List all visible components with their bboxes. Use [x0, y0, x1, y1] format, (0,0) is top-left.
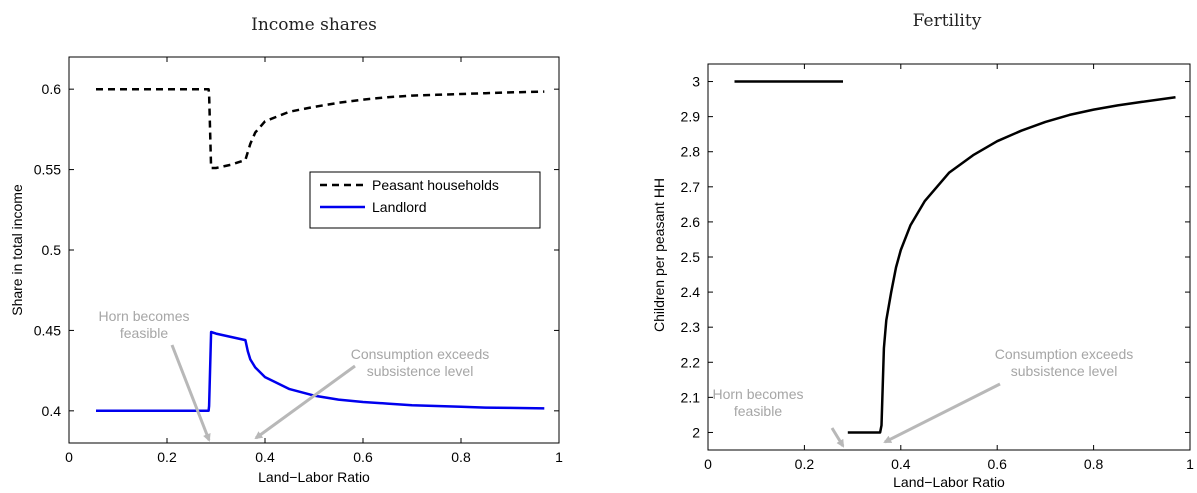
annotation-horn-line1: Horn becomes [712, 386, 803, 402]
annotation-consumption-line2: subsistence level [1011, 363, 1118, 379]
annotation-consumption-arrow [254, 364, 356, 440]
y-tick-label: 0.4 [42, 403, 62, 419]
legend: Peasant households Landlord [309, 171, 541, 229]
x-axis-label: Land−Labor Ratio [258, 469, 370, 485]
y-tick-label: 0.55 [34, 162, 61, 178]
legend-label-peasant: Peasant households [372, 177, 499, 193]
y-tick-label: 2.1 [681, 389, 701, 405]
y-tick-label: 2 [692, 424, 700, 440]
y-tick-label: 2.4 [681, 284, 701, 300]
x-tick-label: 0.2 [795, 456, 815, 472]
annotation-horn-line1: Horn becomes [98, 308, 189, 324]
x-tick-label: 1 [555, 449, 563, 465]
x-axis-label: Land−Labor Ratio [893, 474, 1005, 490]
annotation-horn-arrow [830, 427, 845, 448]
y-tick-label: 3 [692, 74, 700, 90]
annotation-horn: Horn becomes feasible [712, 386, 845, 448]
annotation-consumption: Consumption exceeds subsistence level [254, 346, 490, 440]
y-tick-label: 2.3 [681, 319, 701, 335]
plot-area [68, 56, 560, 444]
y-tick-label: 2.5 [681, 249, 701, 265]
x-tick-label: 0.4 [891, 456, 911, 472]
annotation-consumption-line2: subsistence level [367, 363, 474, 379]
y-tick-label: 2.2 [681, 354, 701, 370]
annotation-consumption-line1: Consumption exceeds [995, 346, 1134, 362]
x-tick-label: 0.4 [255, 449, 275, 465]
x-tick-label: 0.8 [1084, 456, 1104, 472]
y-tick-label: 0.45 [34, 322, 61, 338]
annotation-consumption-arrow [883, 382, 1001, 444]
legend-label-landlord: Landlord [372, 199, 427, 215]
annotation-consumption-line1: Consumption exceeds [351, 346, 490, 362]
y-axis-label: Children per peasant HH [651, 178, 667, 332]
y-tick-label: 0.5 [42, 242, 62, 258]
y-tick-label: 2.7 [681, 179, 701, 195]
annotation-consumption: Consumption exceeds subsistence level [883, 346, 1134, 444]
x-tick-label: 0.6 [353, 449, 373, 465]
fertility-chart: Fertility 0 0.2 0.4 0.6 0.8 1 2 2.1 2.2 2.3 2.4 2.5… [651, 11, 1194, 490]
x-tick-label: 0.8 [451, 449, 471, 465]
chart-title: Fertility [913, 11, 982, 31]
x-tick-label: 1 [1186, 456, 1194, 472]
x-tick-label: 0.2 [157, 449, 177, 465]
y-tick-label: 0.6 [42, 81, 62, 97]
annotation-horn-line2: feasible [734, 403, 782, 419]
series-line-peasant-households [96, 87, 545, 170]
x-tick-label: 0 [704, 456, 712, 472]
y-tick-label: 2.9 [681, 109, 701, 125]
y-axis-label: Share in total income [9, 184, 25, 316]
y-tick-label: 2.8 [681, 144, 701, 160]
series-line-landlord [96, 330, 545, 413]
series-line-0 [847, 96, 1176, 434]
annotation-horn: Horn becomes feasible [98, 308, 211, 442]
annotation-horn-arrow [170, 344, 211, 442]
income-shares-chart: Income shares 0 0.2 0.4 0.6 0.8 1 0.4 0.45 0.5 0.… [9, 15, 563, 485]
chart-title: Income shares [251, 15, 377, 35]
y-tick-label: 2.6 [681, 214, 701, 230]
x-tick-label: 0 [65, 449, 73, 465]
annotation-horn-line2: feasible [120, 325, 168, 341]
x-tick-label: 0.6 [987, 456, 1007, 472]
legend-box [309, 171, 541, 229]
